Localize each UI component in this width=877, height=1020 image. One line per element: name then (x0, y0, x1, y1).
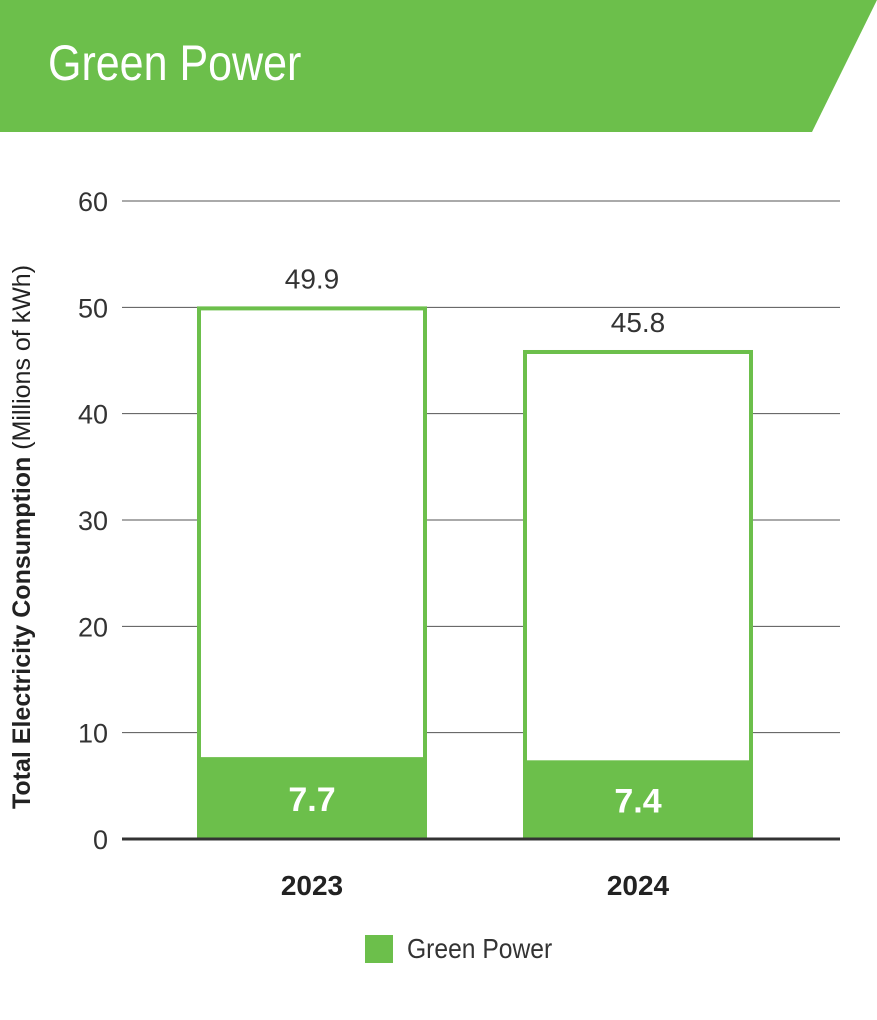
legend: Green Power (365, 933, 572, 965)
legend-swatch-green (365, 935, 393, 963)
y-tick-20: 20 (78, 612, 108, 642)
title-banner: Green Power (0, 0, 877, 132)
y-axis-label-main: Total Electricity Consumption (8, 457, 36, 809)
bars (122, 306, 840, 841)
green-label-2023: 7.7 (288, 781, 335, 819)
total-label-2024: 45.8 (611, 307, 666, 338)
y-axis-label-units: (Millions of kWh) (8, 265, 36, 457)
x-axis-ticks: 2023 2024 (281, 870, 670, 901)
y-tick-60: 60 (78, 187, 108, 217)
total-label-2023: 49.9 (285, 263, 340, 294)
data-labels: 49.9 7.7 45.8 7.4 (285, 263, 666, 820)
bar-total-2023 (197, 306, 427, 840)
y-axis-label: Total Electricity Consumption (Millions … (8, 265, 36, 809)
y-tick-30: 30 (78, 506, 108, 536)
x-tick-2023: 2023 (281, 870, 343, 901)
y-tick-40: 40 (78, 400, 108, 430)
y-tick-0: 0 (93, 825, 108, 855)
y-tick-50: 50 (78, 293, 108, 323)
banner-shape (0, 0, 877, 132)
y-tick-10: 10 (78, 719, 108, 749)
bar-total-2024 (523, 349, 753, 840)
green-label-2024: 7.4 (614, 783, 661, 821)
bar-green-2024 (523, 760, 753, 839)
bar-chart: 0 10 20 30 40 50 60 49.9 7.7 45.8 7.4 2023 2024 To… (8, 187, 840, 901)
legend-label: Green Power (407, 933, 553, 964)
y-axis-ticks: 0 10 20 30 40 50 60 (78, 187, 108, 855)
bar-green-2023 (197, 757, 427, 839)
page-title: Green Power (48, 35, 302, 91)
x-tick-2024: 2024 (607, 870, 670, 901)
